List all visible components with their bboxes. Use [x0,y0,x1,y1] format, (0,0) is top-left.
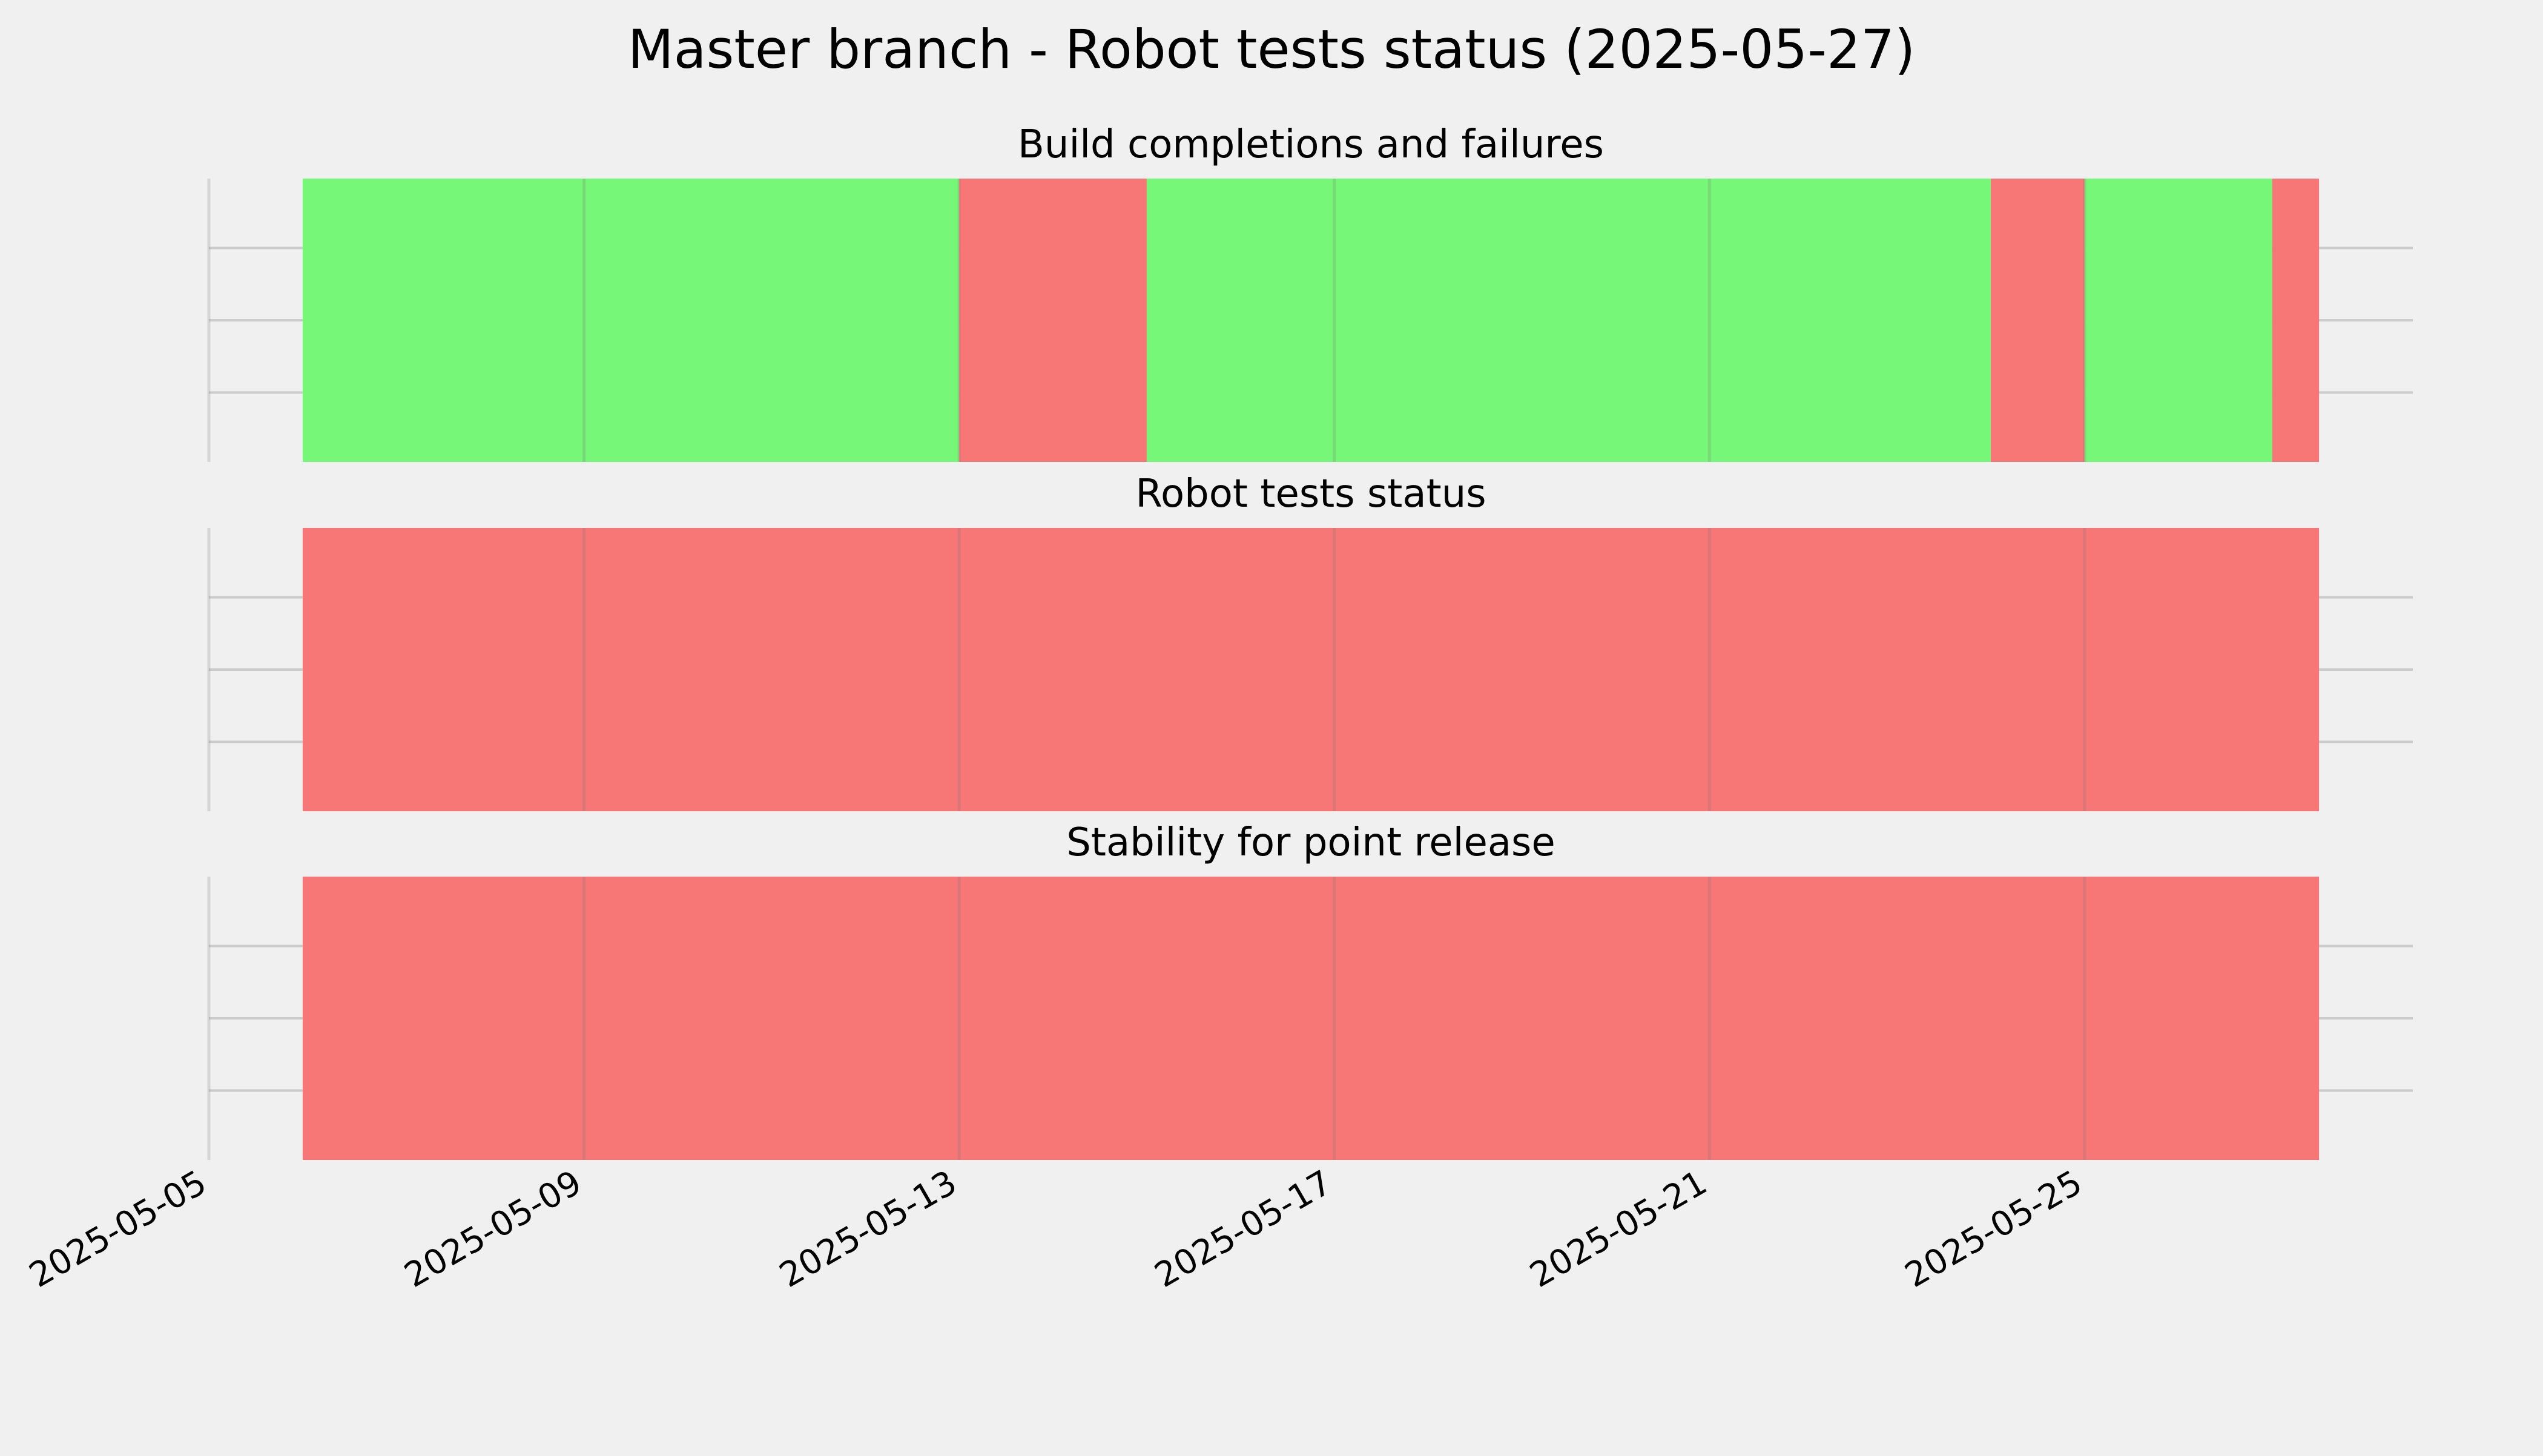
x-tick-label: 2025-05-21 [1523,1163,1713,1296]
status-bar-fail [959,179,1147,462]
x-tick-label: 2025-05-13 [773,1163,963,1296]
status-bar-fail [302,877,2320,1160]
x-axis: 2025-05-05 2025-05-09 2025-05-13 2025-05-17… [23,1163,2089,1296]
panel-3: Stability for point release [207,820,2413,1160]
x-tick-label: 2025-05-05 [23,1163,213,1296]
x-tick-label: 2025-05-17 [1148,1163,1338,1296]
status-bar-fail [302,528,2320,811]
status-bar-fail [2272,179,2320,462]
chart-panels: Build completions and failures Robot test… [207,122,2413,1160]
status-bar-pass [302,179,960,462]
chart-title: Master branch - Robot tests status (2025… [628,18,1916,81]
status-bar-fail [1990,179,2085,462]
panel-2: Robot tests status [207,472,2413,811]
panel-title: Robot tests status [1135,472,1486,516]
status-bar-pass [2084,179,2272,462]
panel-1: Build completions and failures [207,122,2413,462]
x-tick-label: 2025-05-25 [1899,1163,2089,1296]
panel-title: Build completions and failures [1018,122,1604,167]
x-tick-label: 2025-05-09 [398,1163,588,1296]
panel-title: Stability for point release [1066,820,1555,865]
status-bar-pass [1146,179,1991,462]
